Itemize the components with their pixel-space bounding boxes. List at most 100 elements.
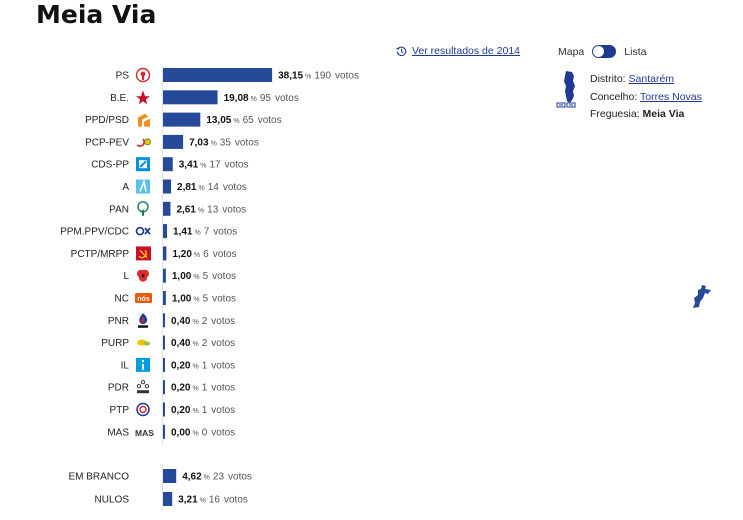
party-row-il: IL 0,20% 1 votos xyxy=(121,357,235,372)
votes-suffix: votos xyxy=(275,93,299,104)
votes-value: 2 xyxy=(202,316,208,327)
pct-label: 3,21% xyxy=(178,495,206,506)
pct-value: 2,61 xyxy=(176,204,196,215)
votes-suffix: votos xyxy=(211,383,235,394)
votes-value: 6 xyxy=(203,249,209,260)
party-label: PAN xyxy=(109,204,129,215)
votes-value: 17 xyxy=(209,160,221,171)
pct-unit: % xyxy=(204,475,210,482)
party-row-nc: NC nós 1,00% 5 votos xyxy=(115,291,236,305)
pct-label: 1,20% xyxy=(172,249,200,260)
votes-value: 13 xyxy=(207,204,219,215)
distrito-link[interactable]: Santarém xyxy=(628,73,675,85)
pct-unit: % xyxy=(198,207,204,214)
votes-label: 65 votos xyxy=(243,115,282,126)
pct-unit: % xyxy=(199,185,205,192)
freguesia-name: Meia Via xyxy=(642,108,685,120)
votes-value: 1 xyxy=(202,383,208,394)
pnr-flame-icon xyxy=(138,313,148,328)
pct-label: 0,20% xyxy=(171,360,199,371)
votes-label: 7 votos xyxy=(204,227,237,238)
pct-label: 1,00% xyxy=(172,294,200,305)
portugal-map-icon[interactable] xyxy=(556,70,584,112)
votes-value: 5 xyxy=(203,271,209,282)
psd-arrows-icon xyxy=(138,113,150,127)
pct-unit: % xyxy=(251,96,257,103)
votes-suffix: votos xyxy=(222,204,246,215)
location-freguesia: Freguesia: Meia Via xyxy=(590,106,702,124)
party-row-pnr: PNR 0,40% 2 votos xyxy=(108,313,235,328)
map-list-toggle[interactable] xyxy=(592,45,617,58)
votes-value: 190 xyxy=(314,71,331,82)
pct-label: 0,20% xyxy=(171,405,199,416)
party-label: A xyxy=(122,182,129,193)
votes-label: 0 votos xyxy=(202,427,235,438)
pct-label: 2,81% xyxy=(177,182,205,193)
votes-label: 2 votos xyxy=(202,316,235,327)
ptp-swirl-icon xyxy=(136,402,150,417)
pct-value: 1,20 xyxy=(172,249,192,260)
pct-unit: % xyxy=(192,363,198,370)
votes-suffix: votos xyxy=(211,316,235,327)
bar xyxy=(163,313,165,328)
votes-value: 0 xyxy=(202,427,208,438)
party-row-l: L 1,00% 5 votos xyxy=(123,268,236,283)
pct-unit: % xyxy=(193,297,199,304)
party-label: B.E. xyxy=(110,93,129,104)
votes-label: 1 votos xyxy=(202,405,235,416)
pct-unit: % xyxy=(192,341,198,348)
party-label: PPD/PSD xyxy=(85,115,129,126)
votes-value: 16 xyxy=(209,495,221,506)
bar xyxy=(163,402,165,417)
bar xyxy=(163,246,167,261)
ppm-coalition-icon xyxy=(135,226,151,236)
party-label: PCP-PEV xyxy=(85,137,129,148)
bar xyxy=(163,134,184,149)
ps-rose-fist-icon xyxy=(135,67,151,83)
page-title: Meia Via xyxy=(36,0,157,29)
pdr-stars-icon xyxy=(136,380,150,394)
map-list-toggle-group: Mapa Lista xyxy=(558,45,646,58)
bar xyxy=(163,268,166,283)
il-info-icon xyxy=(136,357,150,372)
votes-label: 5 votos xyxy=(203,271,236,282)
pct-unit: % xyxy=(193,274,199,281)
bar xyxy=(163,492,173,506)
party-label: PTP xyxy=(110,405,130,416)
party-label: NULOS xyxy=(95,495,130,506)
mas-text-icon: MAS xyxy=(135,428,154,438)
party-row-pcp-pev: PCP-PEV 7,03% 35 votos xyxy=(85,134,259,149)
party-row-mas: MAS MAS 0,00% 0 votos xyxy=(107,424,235,439)
bar xyxy=(163,335,165,350)
pct-value: 4,62 xyxy=(182,472,202,483)
party-label: IL xyxy=(121,360,130,371)
votes-label: 13 votos xyxy=(207,204,246,215)
party-row-nulos: NULOS 3,21% 16 votos xyxy=(95,492,248,506)
pct-value: 0,20 xyxy=(171,383,191,394)
pct-label: 0,40% xyxy=(171,316,199,327)
votes-suffix: votos xyxy=(228,472,252,483)
history-results-link[interactable]: Ver resultados de 2014 xyxy=(396,45,520,57)
bar xyxy=(163,357,165,372)
votes-value: 5 xyxy=(203,294,209,305)
pct-unit: % xyxy=(305,74,311,81)
votes-suffix: votos xyxy=(211,405,235,416)
bar xyxy=(163,380,165,395)
alianca-a-icon xyxy=(136,178,150,194)
party-label: EM BRANCO xyxy=(68,472,129,483)
pct-value: 3,41 xyxy=(179,160,199,171)
freguesia-shape-map[interactable] xyxy=(689,284,715,310)
purp-leaf-icon xyxy=(137,339,150,346)
party-label: NC xyxy=(115,294,129,305)
freguesia-label: Freguesia: xyxy=(590,108,640,120)
toggle-label-map: Mapa xyxy=(558,45,585,58)
party-label: PS xyxy=(116,71,130,82)
svg-text:nós: nós xyxy=(137,296,150,303)
votes-suffix: votos xyxy=(211,338,235,349)
votes-suffix: votos xyxy=(224,495,248,506)
pct-label: 2,61% xyxy=(176,204,204,215)
pct-label: 38,15% xyxy=(278,71,311,82)
votes-label: 35 votos xyxy=(220,137,259,148)
concelho-link[interactable]: Torres Novas xyxy=(640,90,702,103)
